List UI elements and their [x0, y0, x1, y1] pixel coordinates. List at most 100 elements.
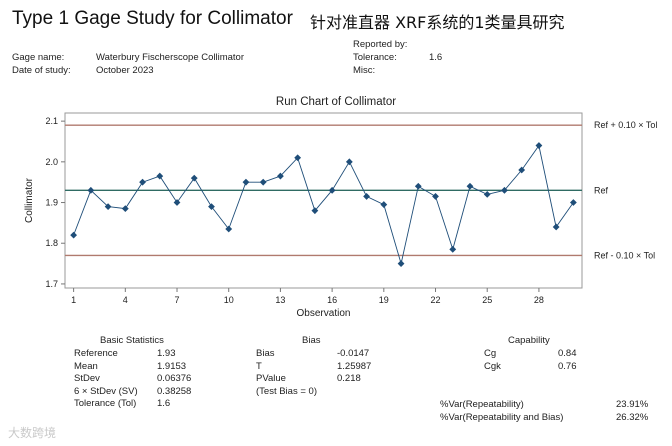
x-tick-label: 10 — [224, 295, 234, 305]
x-tick-label: 19 — [379, 295, 389, 305]
data-point — [380, 201, 388, 208]
capability-value: 0.84 — [558, 348, 577, 359]
x-tick-label: 16 — [327, 295, 337, 305]
stat-value: 1.93 — [157, 348, 176, 359]
x-tick-label: 22 — [431, 295, 441, 305]
y-tick-label: 1.7 — [45, 279, 58, 289]
stat-value: 1.6 — [157, 398, 171, 410]
series-line — [73, 144, 574, 264]
ref-line-label-lower: Ref - 0.10 × Tol — [594, 250, 655, 260]
data-point — [87, 186, 95, 194]
capability-label: Cgk — [484, 360, 501, 372]
stat-value: 1.9153 — [157, 360, 187, 372]
data-point — [139, 178, 146, 186]
data-point — [569, 199, 577, 206]
bias-label: Bias — [256, 348, 275, 359]
data-point — [552, 223, 560, 231]
bias-value: 0.218 — [337, 373, 361, 385]
ref-line-label-ref: Ref — [594, 185, 609, 195]
gage-name-label: Gage name: — [12, 52, 65, 63]
var-labels: %Var(Repeatability) %Var(Repeatability a… — [440, 399, 563, 424]
data-point — [328, 186, 336, 194]
bias-value: 1.25987 — [337, 360, 372, 372]
data-point — [432, 193, 439, 200]
data-point — [449, 245, 457, 253]
var-label: %Var(Repeatability and Bias) — [440, 411, 564, 423]
data-point — [242, 178, 250, 186]
x-tick-label: 25 — [482, 295, 492, 305]
chart-title: Run Chart of Collimator — [275, 96, 397, 108]
capability-title: Capability — [508, 335, 550, 346]
data-point — [259, 178, 267, 186]
capability-values: 0.84 0.76 — [558, 348, 577, 373]
data-point — [294, 154, 302, 162]
stat-label: StDev — [74, 373, 100, 385]
x-tick-label: 7 — [175, 295, 180, 305]
bias-labels: Bias T PValue (Test Bias = 0) — [256, 348, 317, 398]
bias-title: Bias — [302, 335, 321, 346]
tolerance-label: Tolerance: — [353, 52, 397, 63]
y-tick-label: 2.0 — [45, 157, 58, 167]
misc-label: Misc: — [353, 65, 376, 76]
data-point — [208, 203, 215, 211]
y-tick-label: 1.9 — [45, 198, 58, 208]
page-title: Type 1 Gage Study for Collimator — [12, 8, 293, 29]
ref-line-label-upper: Ref + 0.10 × Tol — [594, 120, 657, 130]
data-point — [156, 172, 164, 180]
y-tick-label: 1.8 — [45, 238, 58, 248]
x-axis-label: Observation — [297, 308, 351, 319]
data-point — [70, 231, 78, 239]
data-point — [466, 182, 474, 190]
data-point — [121, 205, 129, 213]
data-point — [483, 190, 491, 198]
bias-value: -0.0147 — [337, 348, 370, 359]
page-title-chinese: 针对准直器 XRF系统的1类量具研究 — [310, 13, 565, 32]
data-point — [501, 186, 508, 194]
data-point — [190, 174, 198, 182]
x-tick-label: 4 — [123, 295, 128, 305]
data-point — [225, 225, 233, 233]
watermark-text: 大数跨境 — [8, 426, 57, 440]
tolerance-value: 1.6 — [429, 52, 443, 63]
gage-name-value: Waterbury Fischerscope Collimator — [96, 52, 244, 63]
x-tick-label: 13 — [275, 295, 285, 305]
y-axis-label: Collimator — [24, 177, 35, 223]
basic-stats-title: Basic Statistics — [100, 335, 164, 346]
data-point — [311, 207, 319, 215]
data-point — [518, 166, 526, 174]
stat-label: Mean — [74, 360, 98, 372]
bias-label: PValue — [256, 373, 286, 385]
x-tick-label: 28 — [534, 295, 544, 305]
data-point — [363, 193, 370, 200]
reported-by-label: Reported by: — [353, 39, 408, 50]
data-point — [535, 142, 543, 149]
data-point — [397, 260, 405, 267]
bias-label: T — [256, 360, 262, 372]
data-point — [345, 158, 353, 166]
bias-values: -0.0147 1.25987 0.218 — [337, 348, 371, 386]
var-value: 26.32% — [616, 411, 649, 423]
capability-value: 0.76 — [558, 360, 577, 372]
data-point — [414, 182, 422, 190]
capability-labels: Cg Cgk — [484, 348, 501, 373]
data-point — [173, 199, 181, 206]
var-value: 23.91% — [616, 399, 649, 410]
basic-stats-labels: Reference Mean StDev 6 × StDev (SV) Tole… — [74, 348, 138, 411]
run-chart: Ref + 0.10 × Tol Ref Ref - 0.10 × Tol 1.7 1.… — [24, 112, 657, 319]
stat-value: 0.06376 — [157, 373, 192, 385]
var-label: %Var(Repeatability) — [440, 399, 524, 410]
capability-label: Cg — [484, 348, 497, 359]
stat-label: 6 × StDev (SV) — [74, 385, 138, 397]
x-tick-label: 1 — [71, 295, 76, 305]
date-value: October 2023 — [96, 65, 154, 76]
data-point — [104, 203, 112, 211]
stat-label: Reference — [74, 348, 118, 359]
y-tick-label: 2.1 — [45, 116, 58, 126]
stat-label: Tolerance (Tol) — [74, 398, 137, 410]
var-values: 23.91% 26.32% — [616, 399, 648, 424]
bias-label: (Test Bias = 0) — [256, 385, 317, 397]
basic-stats-values: 1.93 1.9153 0.06376 0.38258 1.6 — [157, 348, 191, 411]
stat-value: 0.38258 — [157, 385, 192, 397]
date-label: Date of study: — [12, 65, 71, 76]
data-point — [277, 172, 284, 180]
